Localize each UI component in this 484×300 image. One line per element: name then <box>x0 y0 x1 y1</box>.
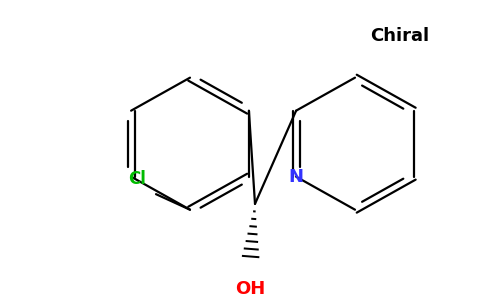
Text: Chiral: Chiral <box>370 27 430 45</box>
Text: N: N <box>288 168 303 186</box>
Text: Cl: Cl <box>128 170 146 188</box>
Text: OH: OH <box>235 280 265 298</box>
